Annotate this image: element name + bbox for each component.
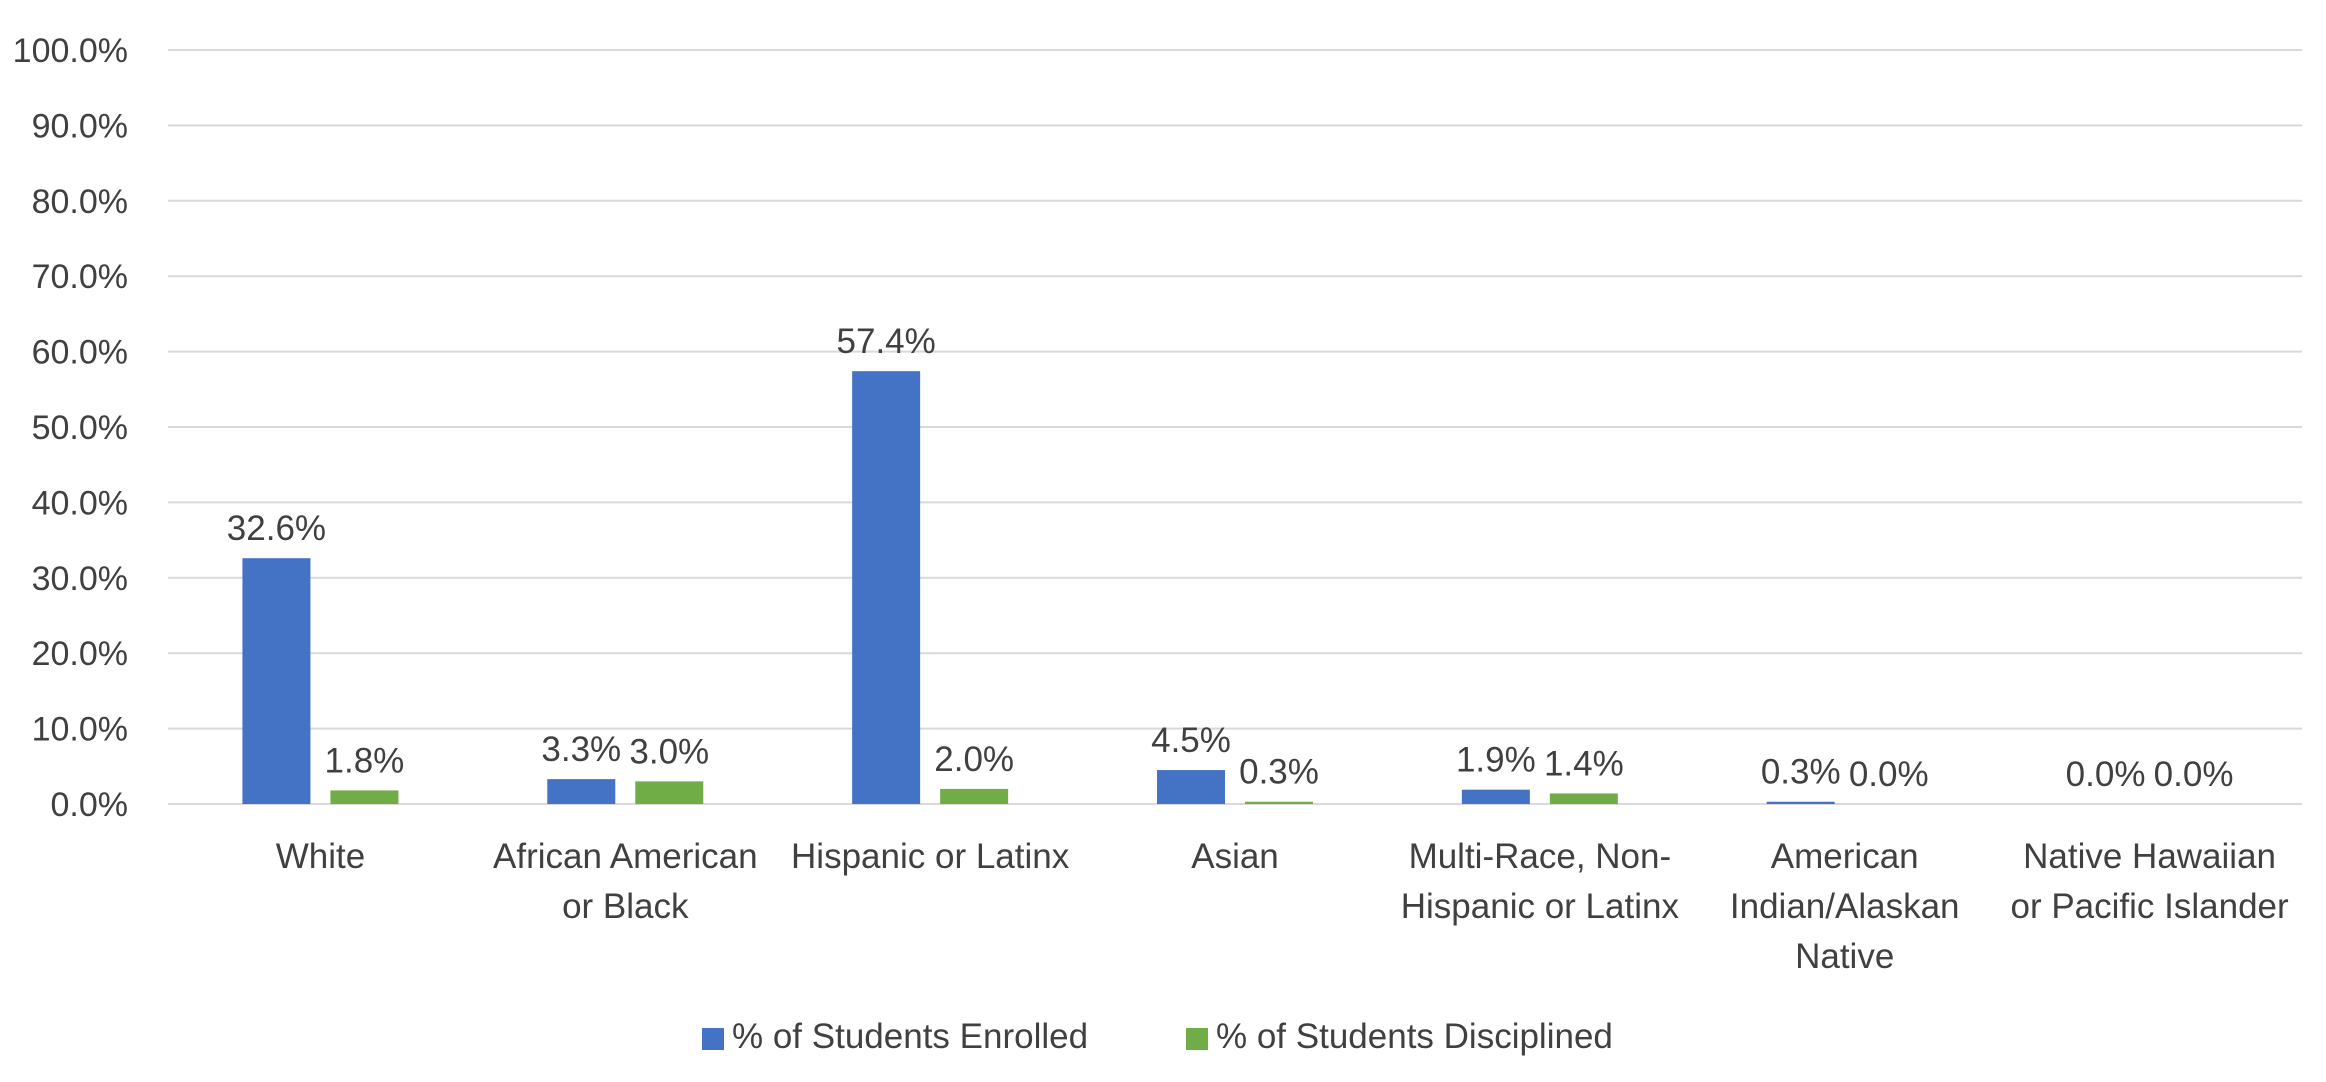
x-category-label: White (276, 837, 365, 876)
data-labels: 32.6%1.8% 3.3% 3.0%57.4%2.0% 4.5%0.3% 1.9% 1.… (227, 322, 2234, 794)
y-tick-label: 100.0% (13, 32, 128, 70)
data-label: 2.0% (934, 740, 1014, 779)
y-tick-label: 10.0% (32, 711, 128, 749)
y-tick-label: 50.0% (32, 409, 128, 447)
bar-disciplined[interactable] (940, 788, 1009, 804)
bar-enrolled[interactable] (1157, 770, 1225, 804)
gridlines (168, 49, 2302, 805)
bar-enrolled[interactable] (1766, 801, 1835, 804)
y-tick-label: 40.0% (32, 484, 128, 522)
y-tick-label: 70.0% (32, 258, 128, 296)
x-category-label: Asian (1191, 837, 1279, 876)
x-category-label: Native Hawaiian (2023, 837, 2276, 876)
data-label: 0.0% (2154, 755, 2234, 794)
data-label: 0.0% (2066, 755, 2146, 794)
data-label: 1.4% (1544, 744, 1624, 783)
legend-label[interactable]: % of Students Enrolled (732, 1017, 1088, 1056)
data-label: 32.6% (227, 509, 326, 548)
data-label: 1.9% (1456, 741, 1536, 780)
data-label: 0.3% (1239, 753, 1319, 792)
data-label: 0.0% (1849, 755, 1929, 794)
x-category-label: Multi-Race, Non- (1409, 837, 1672, 876)
x-axis-category-labels: White African American or Black Hispanic or… (276, 837, 2289, 976)
data-label: 4.5% (1151, 721, 1231, 760)
y-tick-label: 60.0% (32, 334, 128, 372)
y-tick-label: 80.0% (32, 183, 128, 221)
legend-swatch (1186, 1028, 1208, 1050)
x-category-label: Native (1795, 937, 1894, 976)
bar-enrolled[interactable] (547, 779, 616, 804)
y-tick-label: 0.0% (51, 786, 129, 824)
data-label: 3.0% (629, 732, 709, 771)
y-tick-label: 90.0% (32, 107, 128, 145)
bar-enrolled[interactable] (242, 558, 311, 804)
bar-disciplined[interactable] (1549, 793, 1618, 804)
data-label: 0.3% (1761, 753, 1841, 792)
x-category-label: Hispanic or Latinx (791, 837, 1070, 876)
bar-disciplined[interactable] (635, 781, 704, 804)
bar-enrolled[interactable] (852, 371, 921, 804)
y-tick-label: 30.0% (32, 560, 128, 598)
legend-label[interactable]: % of Students Disciplined (1216, 1017, 1613, 1056)
data-label: 57.4% (837, 322, 936, 361)
x-category-label: Hispanic or Latinx (1401, 887, 1680, 926)
bar-disciplined[interactable] (1245, 801, 1313, 804)
data-label: 1.8% (325, 741, 405, 780)
y-axis-tick-labels: 0.0% 10.0% 20.0% 30.0% 40.0% 50.0% 60.0% 70.0% 8… (13, 32, 128, 824)
legend-swatch (702, 1028, 724, 1050)
x-category-label: or Pacific Islander (2010, 887, 2289, 926)
x-category-label: or Black (562, 887, 689, 926)
legend[interactable]: % of Students Enrolled % of Students Disc… (702, 1017, 1613, 1056)
x-category-label: Indian/Alaskan (1730, 887, 1960, 926)
bar-enrolled[interactable] (1461, 789, 1530, 804)
x-category-label: African American (493, 837, 758, 876)
bar-disciplined[interactable] (330, 790, 399, 804)
y-tick-label: 20.0% (32, 635, 128, 673)
bars (242, 371, 1835, 804)
data-label: 3.3% (541, 730, 621, 769)
x-category-label: American (1771, 837, 1919, 876)
